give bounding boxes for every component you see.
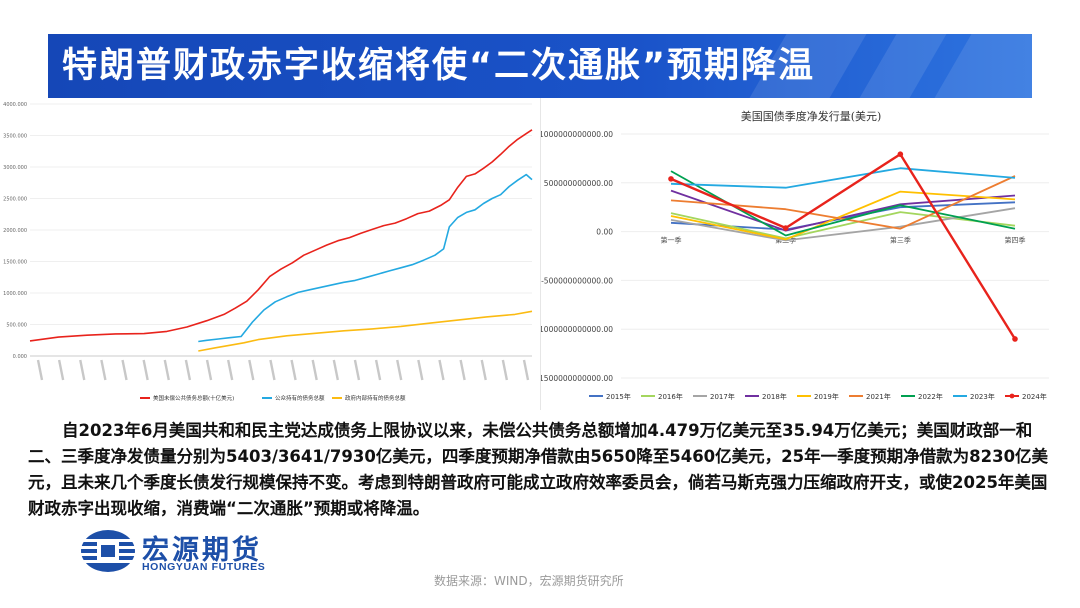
series-line [670,175,1016,230]
hongyuan-logo-icon [80,530,136,572]
legend-label: 2017年 [710,392,735,401]
logo-name-en: HONGYUAN FUTURES [142,561,266,573]
data-point [1012,336,1018,342]
y-tick-label: 1000.000 [3,291,27,297]
x-tick-mark [248,359,255,381]
y-tick-label: 3000.000 [3,165,27,171]
legend-label: 政府内部持有的债务总额 [345,394,406,402]
company-logo: 宏源期货 HONGYUAN FUTURES [80,528,310,574]
quarterly-issuance-chart-panel: 美国国债季度净发行量(美元) 1000000000000.00 5000000000… [540,98,1080,410]
title-banner: 特朗普财政赤字收缩将使“二次通胀”预期降温 [48,34,1032,98]
data-point [782,225,789,231]
y-tick-label: -1000000000000.00 [541,325,613,334]
data-source-note: 数据来源：WIND，宏源期货研究所 [434,574,624,588]
y-tick-label: -1500000000000.00 [541,374,613,383]
legend-label: 2021年 [866,392,891,401]
y-tick-label: 500.000 [6,323,27,329]
series-line [198,310,533,352]
x-tick-mark [438,359,445,381]
series-line [670,153,1017,340]
category-label: 第一季 [661,236,682,245]
x-tick-mark [480,359,487,381]
x-tick-mark [79,359,86,381]
x-tick-mark [100,359,107,381]
category-label: 第四季 [1005,236,1026,245]
y-tick-label: 3500.000 [3,134,27,140]
legend-marker [1009,393,1015,399]
series-line [29,129,533,342]
x-tick-mark [396,359,403,381]
x-tick-mark [374,359,382,381]
data-point [897,151,904,158]
x-tick-mark [36,359,44,381]
category-label: 第三季 [890,236,911,245]
x-tick-mark [163,359,170,381]
y-tick-label: 500000000000.00 [544,179,613,188]
y-tick-label: 0.000 [13,354,27,360]
debt-total-chart: 0.000 500.000 1000.000 1500.000 2000.000 2500… [3,102,533,402]
x-tick-mark [311,359,318,381]
x-tick-mark [459,359,466,381]
analysis-paragraph: 自2023年6月美国共和和民主党达成债务上限协议以来，未偿公共债务总额增加4.4… [28,421,1049,518]
x-tick-mark [184,359,192,381]
legend-label: 公众持有的债务总额 [275,394,325,402]
legend-label: 2016年 [658,392,683,401]
legend-label: 2022年 [918,392,943,401]
debt-total-chart-panel: 0.000 500.000 1000.000 1500.000 2000.000 2500… [0,98,538,410]
page-title: 特朗普财政赤字收缩将使“二次通胀”预期降温 [62,46,816,86]
series-line [198,173,533,343]
legend-label: 2023年 [970,392,995,401]
data-point [668,176,674,182]
y-tick-label: 2000.000 [3,228,27,234]
x-tick-mark [121,359,128,381]
series-line [670,211,1016,240]
x-tick-mark [205,359,213,381]
y-tick-label: -500000000000.00 [541,276,613,285]
y-tick-label: 1000000000000.00 [541,130,613,139]
x-tick-mark [142,359,149,381]
series-line [670,167,1016,189]
chart-title: 美国国债季度净发行量(美元) [741,109,882,123]
x-tick-mark [269,359,276,381]
quarterly-issuance-chart: 美国国债季度净发行量(美元) 1000000000000.00 5000000000… [541,109,1049,401]
y-tick-label: 1500.000 [3,260,27,266]
x-tick-mark [57,359,65,381]
legend-label: 美国未偿公共债务总额(十亿美元) [153,394,234,402]
series-line [670,189,1016,232]
x-tick-mark [226,359,234,381]
x-tick-mark [332,359,340,381]
x-tick-mark [353,359,361,381]
series-line [670,190,1016,241]
y-tick-label: 0.00 [596,228,613,237]
logo-name-cn: 宏源期货 [142,535,262,566]
x-tick-mark [522,359,530,381]
x-tick-mark [501,359,509,381]
x-tick-mark [417,359,424,381]
y-tick-label: 2500.000 [3,197,27,203]
y-tick-label: 4000.000 [3,102,27,108]
legend-label: 2015年 [606,392,631,401]
legend-label: 2019年 [814,392,839,401]
legend-label: 2018年 [762,392,787,401]
x-tick-mark [290,359,297,381]
legend-label: 2024年 [1022,392,1047,401]
